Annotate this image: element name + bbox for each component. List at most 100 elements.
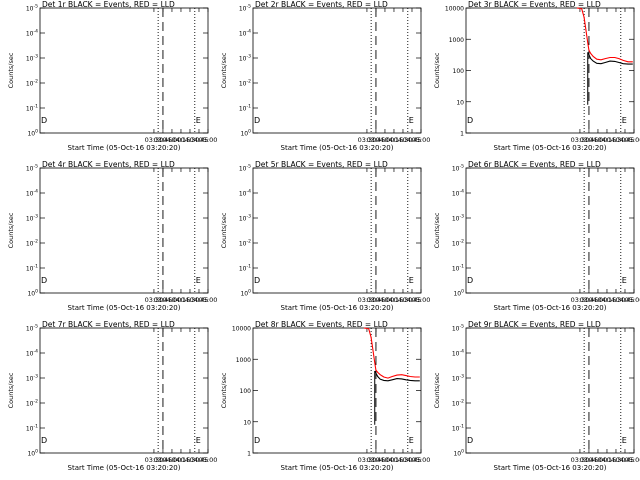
- x-axis-title: Start Time (05-Oct-16 03:20:20): [494, 464, 607, 472]
- x-tick-label: 04:15: [172, 456, 191, 464]
- start-marker-label: D: [254, 276, 260, 285]
- x-tick-label: 04:15: [172, 136, 191, 144]
- x-axis-title: Start Time (05-Oct-16 03:20:20): [281, 144, 394, 152]
- y-tick-label: 10-1: [239, 104, 251, 113]
- y-axis-title: Counts/sec: [7, 52, 15, 88]
- detector-panel: Det 6r BLACK = Events, RED = LLD 03:3003:…: [433, 160, 640, 312]
- x-tick-label: 04:45: [616, 456, 635, 464]
- y-tick-label: 10-1: [452, 424, 464, 433]
- end-marker-label: E: [622, 276, 627, 285]
- x-tick-label: 04:00: [163, 456, 182, 464]
- x-axis-title: Start Time (05-Oct-16 03:20:20): [68, 464, 181, 472]
- panel-title: Det 8r BLACK = Events, RED = LLD: [255, 320, 388, 329]
- y-tick-label: 1000: [236, 357, 251, 364]
- x-tick-label: 04:00: [376, 136, 395, 144]
- x-tick-label: 04:15: [598, 136, 617, 144]
- end-marker-label: E: [409, 276, 414, 285]
- y-tick-label: 10-4: [452, 349, 464, 358]
- x-tick-label: 03:45: [154, 456, 173, 464]
- y-tick-label: 10-2: [26, 239, 38, 248]
- y-tick-label: 10-3: [239, 214, 251, 223]
- detector-panel: Det 1r BLACK = Events, RED = LLD 03:3003:…: [7, 0, 217, 152]
- y-tick-label: 10-1: [26, 104, 38, 113]
- y-tick-label: 100: [240, 129, 251, 138]
- panel-title: Det 3r BLACK = Events, RED = LLD: [468, 0, 601, 9]
- y-tick-label: 1000: [449, 37, 464, 44]
- x-tick-label: 04:15: [598, 456, 617, 464]
- y-tick-label: 10-4: [26, 349, 38, 358]
- x-tick-label: 04:15: [598, 296, 617, 304]
- y-tick-label: 10-2: [26, 399, 38, 408]
- x-tick-label: 04:30: [394, 136, 413, 144]
- y-tick-label: 10-5: [239, 164, 251, 173]
- y-tick-label: 10-5: [452, 164, 464, 173]
- y-tick-label: 10-2: [452, 239, 464, 248]
- start-marker-label: D: [254, 116, 260, 125]
- events-series-line: [587, 52, 633, 65]
- y-axis-title: Counts/sec: [7, 372, 15, 408]
- events-series-line: [374, 370, 420, 382]
- panel-title: Det 6r BLACK = Events, RED = LLD: [468, 160, 601, 169]
- y-tick-label: 100: [27, 289, 38, 298]
- plot-frame: [39, 7, 209, 134]
- x-tick-label: 04:30: [607, 296, 626, 304]
- start-marker-label: D: [467, 436, 473, 445]
- detector-panel: Det 9r BLACK = Events, RED = LLD 03:3003:…: [433, 320, 640, 472]
- y-axis-title: Counts/sec: [220, 52, 228, 88]
- y-tick-label: 10-3: [239, 54, 251, 63]
- start-marker-label: D: [467, 276, 473, 285]
- x-tick-label: 03:30: [145, 136, 164, 144]
- x-tick-label: 03:45: [154, 296, 173, 304]
- x-axis-title: Start Time (05-Oct-16 03:20:20): [281, 464, 394, 472]
- end-marker-label: E: [196, 116, 201, 125]
- y-tick-label: 10-1: [452, 264, 464, 273]
- x-axis-title: Start Time (05-Oct-16 03:20:20): [68, 304, 181, 312]
- y-tick-label: 100: [453, 449, 464, 458]
- y-tick-label: 1: [460, 131, 464, 138]
- x-tick-label: 03:30: [358, 296, 377, 304]
- x-tick-label: 04:45: [403, 456, 422, 464]
- x-axis-title: Start Time (05-Oct-16 03:20:20): [68, 144, 181, 152]
- x-tick-label: 04:45: [403, 296, 422, 304]
- y-tick-label: 10: [456, 99, 464, 106]
- y-tick-label: 10: [243, 419, 251, 426]
- detector-panel: Det 5r BLACK = Events, RED = LLD 03:3003:…: [220, 160, 430, 312]
- x-tick-label: 04:30: [607, 456, 626, 464]
- x-tick-label: 03:30: [145, 456, 164, 464]
- x-tick-label: 05:00: [199, 296, 218, 304]
- x-tick-label: 04:45: [190, 136, 209, 144]
- y-axis-title: Counts/sec: [433, 52, 441, 88]
- x-tick-label: 04:30: [394, 456, 413, 464]
- y-axis-title: Counts/sec: [433, 372, 441, 408]
- y-axis-title: Counts/sec: [7, 212, 15, 248]
- x-tick-label: 03:30: [358, 456, 377, 464]
- x-tick-label: 05:00: [412, 456, 431, 464]
- y-tick-label: 10-3: [452, 374, 464, 383]
- detector-panel: Det 7r BLACK = Events, RED = LLD 03:3003:…: [7, 320, 217, 472]
- y-tick-label: 10-2: [239, 79, 251, 88]
- x-tick-label: 04:30: [181, 456, 200, 464]
- x-axis-title: Start Time (05-Oct-16 03:20:20): [494, 144, 607, 152]
- y-tick-label: 10000: [445, 6, 464, 13]
- x-tick-label: 03:45: [367, 136, 386, 144]
- end-marker-label: E: [622, 436, 627, 445]
- x-tick-label: 04:15: [385, 296, 404, 304]
- y-tick-label: 10-4: [26, 29, 38, 38]
- x-tick-label: 05:00: [412, 136, 431, 144]
- x-tick-label: 04:00: [589, 296, 608, 304]
- x-tick-label: 04:00: [163, 136, 182, 144]
- y-tick-label: 10-2: [452, 399, 464, 408]
- y-tick-label: 10-4: [26, 189, 38, 198]
- y-tick-label: 10000: [232, 326, 251, 333]
- end-marker-label: E: [196, 276, 201, 285]
- x-tick-label: 04:00: [163, 296, 182, 304]
- plot-frame: [252, 167, 422, 294]
- lld-series-line: [576, 7, 633, 63]
- panel-title: Det 7r BLACK = Events, RED = LLD: [42, 320, 175, 329]
- x-tick-label: 04:00: [376, 296, 395, 304]
- x-tick-label: 04:00: [589, 136, 608, 144]
- y-tick-label: 10-3: [452, 214, 464, 223]
- panel-title: Det 5r BLACK = Events, RED = LLD: [255, 160, 388, 169]
- x-tick-label: 03:30: [358, 136, 377, 144]
- detector-panel: Det 4r BLACK = Events, RED = LLD 03:3003:…: [7, 160, 217, 312]
